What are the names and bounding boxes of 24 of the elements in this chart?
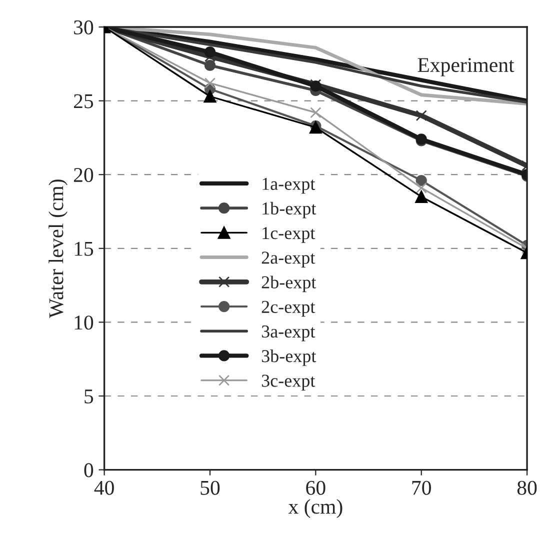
x-tick-label: 40 — [94, 480, 114, 495]
x-tick-label: 50 — [200, 480, 220, 495]
annotation: Experiment — [418, 58, 514, 76]
legend-label: 2c-expt — [262, 300, 316, 317]
legend-label: 1c-expt — [262, 227, 316, 243]
y-axis-title: Water level (cm) — [48, 180, 68, 318]
x-tick-label: 80 — [517, 480, 537, 495]
y-tick-label: 5 — [84, 390, 94, 404]
legend-label: 2b-expt — [262, 276, 316, 292]
legend-label: 3a-expt — [262, 325, 316, 342]
y-tick-label: 20 — [74, 168, 94, 182]
y-tick-label: 0 — [84, 463, 94, 478]
legend-label: 1b-expt — [262, 202, 316, 218]
legend-label: 3c-expt — [262, 374, 316, 391]
y-tick-label: 10 — [74, 316, 94, 330]
legend-label: 3b-expt — [262, 350, 316, 366]
legend-label: 1a-expt — [262, 178, 316, 194]
x-tick-label: 60 — [306, 480, 326, 495]
x-axis-title: x (cm) — [288, 499, 342, 518]
y-tick-label: 25 — [74, 94, 94, 108]
y-tick-label: 30 — [74, 20, 94, 34]
legend-label: 2a-expt — [262, 252, 316, 268]
x-tick-label: 70 — [412, 480, 431, 495]
y-tick-label: 15 — [74, 242, 94, 256]
